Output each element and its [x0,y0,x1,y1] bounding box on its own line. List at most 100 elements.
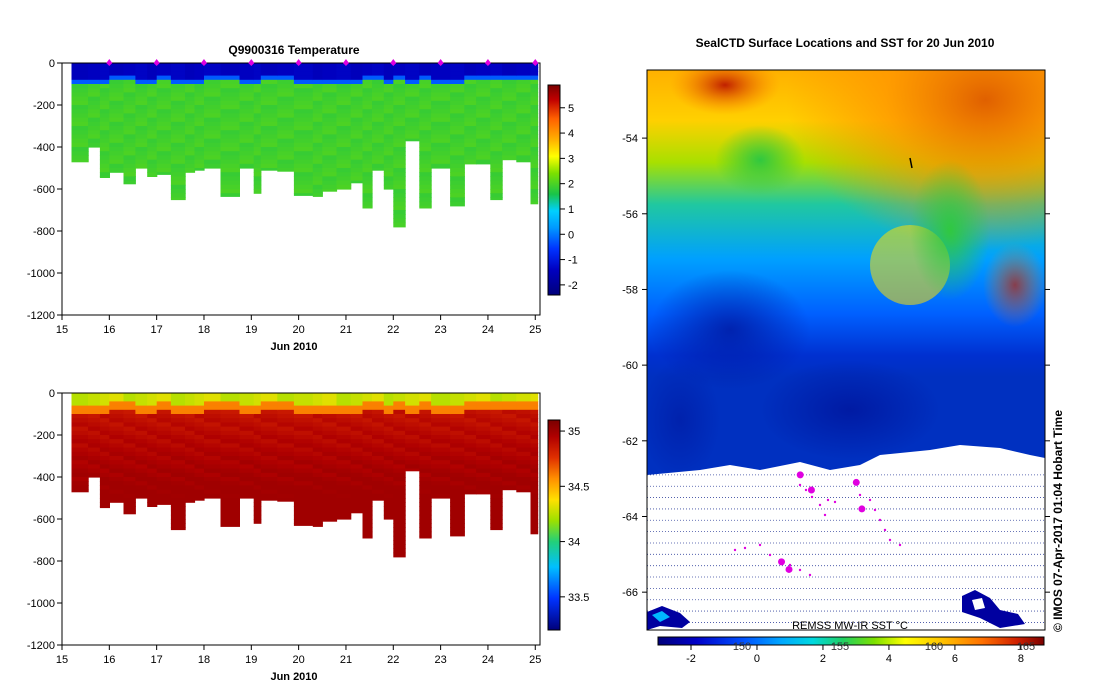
profile-cell [293,180,314,186]
profile-cell [393,540,406,545]
profile-cell [372,142,385,148]
profile-cell [336,163,352,169]
profile-cell [383,176,394,182]
profile-cell [393,109,406,114]
profile-cell [405,71,420,77]
profile-cell [99,88,110,93]
profile-cell [194,393,205,398]
profile-cell [156,426,172,432]
profile-cell [530,121,539,127]
profile-cell [490,439,503,444]
profile-cell [71,409,89,415]
profile-cell [393,519,406,524]
profile-cell [450,414,465,419]
profile-cell [88,84,101,89]
profile-cell [393,447,406,453]
profile-cell [490,184,503,190]
x-tick-label: 22 [387,654,399,666]
profile-cell [476,79,491,85]
profile-cell [464,451,477,457]
profile-cell [383,71,394,77]
profile-cell [123,456,136,461]
profile-cell [220,472,240,478]
seal-track-point [810,495,814,499]
profile-cell [336,130,352,135]
profile-cell [293,151,314,156]
profile-cell [336,84,352,89]
profile-cell [71,489,89,493]
profile-cell [135,138,148,144]
profile-cell [123,443,136,449]
profile-cell [530,113,539,119]
profile-cell [464,393,477,398]
profile-cell [490,493,503,499]
profile-cell [450,506,465,512]
profile-cell [362,75,373,81]
profile-cell [383,456,394,461]
profile-cell [147,477,158,482]
profile-cell [99,147,110,152]
seal-track-point [788,563,792,567]
profile-cell [88,439,101,444]
profile-cell [350,138,364,144]
profile-cell [293,418,314,423]
profile-cell [502,75,517,81]
profile-cell [419,456,432,461]
profile-cell [322,121,338,127]
profile-cell [123,134,136,140]
profile-cell [312,121,323,127]
profile-cell [383,409,394,415]
profile-cell [490,498,503,503]
profile-cell [405,117,420,123]
profile-cell [123,172,136,177]
profile-cell [71,117,89,123]
profile-cell [322,113,338,119]
profile-cell [99,472,110,478]
profile-cell [393,409,406,415]
y-tick-label: -400 [33,142,55,154]
profile-cell [419,527,432,533]
profile-cell [450,460,465,465]
sea-ice-region [647,445,1045,630]
profile-cell [99,75,110,81]
profile-cell [170,163,186,169]
profile-cell [502,109,517,114]
profile-cell [530,493,539,499]
profile-cell [293,477,314,482]
profile-cell [185,477,196,482]
sst-colorbar-label: REMSS MW-IR SST °C [792,620,908,632]
profile-cell [99,176,110,178]
profile-cell [419,189,432,194]
latitude-tick-label: -54 [622,133,638,145]
profile-cell [372,100,385,106]
profile-cell [204,109,222,114]
profile-cell [135,405,148,411]
profile-cell [516,100,532,106]
profile-cell [194,88,205,93]
profile-cell [362,134,373,140]
profile-cell [260,63,278,68]
profile-cell [204,121,222,127]
profile-cell [88,451,101,457]
profile-cell [502,63,517,68]
profile-cell [372,151,385,156]
profile-cell [350,79,364,85]
profile-cell [277,109,295,114]
profile-cell [393,193,406,198]
profile-cell [260,130,278,135]
profile-cell [530,435,539,440]
profile-cell [170,451,186,457]
profile-cell [253,435,262,440]
profile-cell [516,71,532,77]
profile-cell [350,401,364,407]
profile-cell [419,405,432,411]
profile-cell [502,456,517,461]
profile-cell [170,409,186,415]
temperature-y-axis: 0-200-400-600-800-1000-1200 [27,58,62,322]
profile-cell [322,472,338,478]
profile-cell [516,117,532,123]
profile-cell [220,134,240,140]
profile-cell [336,121,352,127]
seal-track-point [873,508,877,512]
